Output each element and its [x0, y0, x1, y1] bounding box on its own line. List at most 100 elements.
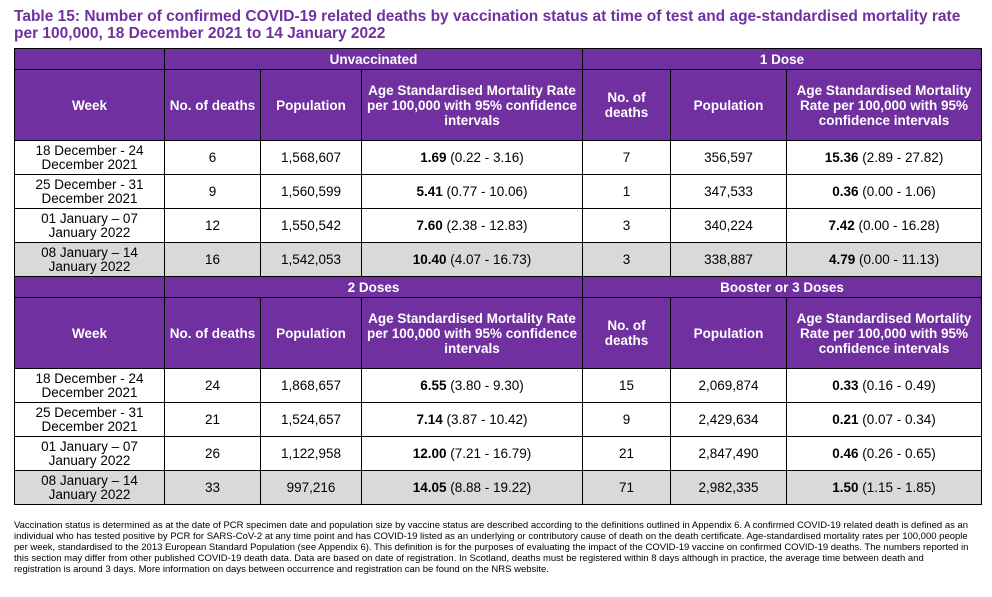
table-row: 25 December - 31 December 2021 21 1,524,65… — [14, 402, 983, 437]
rate-ci: (3.87 - 10.42) — [446, 411, 528, 427]
group-header-row: Unvaccinated 1 Dose — [14, 48, 983, 70]
rate-cell: 0.21 (0.07 - 0.34) — [785, 402, 983, 437]
group-spacer — [14, 276, 165, 298]
rate-cell: 12.00 (7.21 - 16.79) — [361, 436, 583, 471]
population-cell: 338,887 — [670, 242, 787, 277]
population-cell: 997,216 — [260, 470, 362, 505]
rate-ci: (3.80 - 9.30) — [450, 377, 524, 393]
rate-cell: 14.05 (8.88 - 19.22) — [361, 470, 583, 505]
section-top: Unvaccinated 1 Dose Week No. of deaths Popul… — [14, 48, 983, 277]
table-title: Table 15: Number of confirmed COVID-19 r… — [14, 8, 961, 42]
rate-ci: (0.00 - 16.28) — [858, 217, 940, 233]
week-cell: 01 January – 07 January 2022 — [14, 208, 165, 243]
footnote: Vaccination status is determined as at t… — [14, 520, 969, 575]
table-row: 08 January – 14 January 2022 33 997,216 14.… — [14, 470, 983, 505]
group-label-right: 1 Dose — [581, 48, 983, 70]
column-header: No. of deaths — [164, 69, 261, 141]
rate-value: 14.05 — [412, 479, 447, 495]
rate-cell: 15.36 (2.89 - 27.82) — [785, 140, 983, 175]
rate-value: 12.00 — [412, 445, 447, 461]
rate-value: 15.36 — [824, 149, 859, 165]
rate-cell: 7.42 (0.00 - 16.28) — [785, 208, 983, 243]
rate-ci: (2.38 - 12.83) — [446, 217, 528, 233]
column-header: Population — [670, 69, 787, 141]
deaths-cell: 1 — [582, 174, 671, 209]
population-cell: 2,069,874 — [670, 368, 787, 403]
deaths-cell: 7 — [582, 140, 671, 175]
column-header: Age Standardised Mortality Rate per 100,… — [785, 297, 983, 369]
week-cell: 08 January – 14 January 2022 — [14, 470, 165, 505]
population-cell: 2,982,335 — [670, 470, 787, 505]
rate-cell: 10.40 (4.07 - 16.73) — [361, 242, 583, 277]
rate-cell: 0.46 (0.26 - 0.65) — [785, 436, 983, 471]
week-cell: 08 January – 14 January 2022 — [14, 242, 165, 277]
rate-ci: (2.89 - 27.82) — [862, 149, 944, 165]
rate-ci: (1.15 - 1.85) — [862, 479, 936, 495]
population-cell: 1,550,542 — [260, 208, 362, 243]
rate-ci: (0.22 - 3.16) — [450, 149, 524, 165]
deaths-cell: 3 — [582, 208, 671, 243]
deaths-table: Unvaccinated 1 Dose Week No. of deaths Popul… — [14, 48, 983, 505]
population-cell: 2,429,634 — [670, 402, 787, 437]
deaths-cell: 3 — [582, 242, 671, 277]
table-row: 18 December - 24 December 2021 6 1,568,607… — [14, 140, 983, 175]
rate-cell: 7.14 (3.87 - 10.42) — [361, 402, 583, 437]
table-row: 08 January – 14 January 2022 16 1,542,053 1… — [14, 242, 983, 277]
group-spacer — [14, 48, 165, 70]
week-cell: 25 December - 31 December 2021 — [14, 174, 165, 209]
table-row: 01 January – 07 January 2022 26 1,122,958 1… — [14, 436, 983, 471]
column-header-row: Week No. of deaths Population Age Standardi… — [14, 297, 983, 369]
rate-value: 0.21 — [832, 411, 859, 427]
column-header: Age Standardised Mortality Rate per 100,… — [361, 69, 583, 141]
rate-ci: (0.16 - 0.49) — [862, 377, 936, 393]
column-header: No. of deaths — [164, 297, 261, 369]
table-row: 18 December - 24 December 2021 24 1,868,65… — [14, 368, 983, 403]
table-row: 25 December - 31 December 2021 9 1,560,599… — [14, 174, 983, 209]
deaths-cell: 12 — [164, 208, 261, 243]
week-cell: 18 December - 24 December 2021 — [14, 368, 165, 403]
week-cell: 01 January – 07 January 2022 — [14, 436, 165, 471]
rate-cell: 4.79 (0.00 - 11.13) — [785, 242, 983, 277]
week-cell: 18 December - 24 December 2021 — [14, 140, 165, 175]
column-header: No. of deaths — [582, 297, 671, 369]
column-header: Week — [14, 69, 165, 141]
rate-ci: (0.07 - 0.34) — [862, 411, 936, 427]
rate-value: 1.50 — [832, 479, 859, 495]
population-cell: 347,533 — [670, 174, 787, 209]
rate-value: 1.69 — [420, 149, 447, 165]
population-cell: 1,868,657 — [260, 368, 362, 403]
rate-cell: 1.69 (0.22 - 3.16) — [361, 140, 583, 175]
rate-cell: 0.36 (0.00 - 1.06) — [785, 174, 983, 209]
rate-cell: 0.33 (0.16 - 0.49) — [785, 368, 983, 403]
group-label-right: Booster or 3 Doses — [581, 276, 983, 298]
deaths-cell: 16 — [164, 242, 261, 277]
rate-value: 5.41 — [416, 183, 443, 199]
rate-value: 0.36 — [832, 183, 859, 199]
population-cell: 340,224 — [670, 208, 787, 243]
rate-value: 6.55 — [420, 377, 447, 393]
section-bottom: 2 Doses Booster or 3 Doses Week No. of deat… — [14, 276, 983, 505]
rate-cell: 7.60 (2.38 - 12.83) — [361, 208, 583, 243]
rate-cell: 5.41 (0.77 - 10.06) — [361, 174, 583, 209]
deaths-cell: 33 — [164, 470, 261, 505]
rate-value: 7.60 — [416, 217, 443, 233]
rate-ci: (8.88 - 19.22) — [450, 479, 532, 495]
rate-ci: (7.21 - 16.79) — [450, 445, 532, 461]
deaths-cell: 71 — [582, 470, 671, 505]
rate-value: 7.14 — [416, 411, 443, 427]
rate-value: 4.79 — [828, 251, 856, 267]
group-label-left: Unvaccinated — [164, 48, 583, 70]
deaths-cell: 26 — [164, 436, 261, 471]
column-header-row: Week No. of deaths Population Age Standardi… — [14, 69, 983, 141]
group-header-row: 2 Doses Booster or 3 Doses — [14, 276, 983, 298]
deaths-cell: 21 — [582, 436, 671, 471]
rate-ci: (0.00 - 11.13) — [859, 251, 940, 267]
column-header: No. of deaths — [582, 69, 671, 141]
rate-cell: 6.55 (3.80 - 9.30) — [361, 368, 583, 403]
column-header: Population — [670, 297, 787, 369]
deaths-cell: 9 — [164, 174, 261, 209]
population-cell: 1,568,607 — [260, 140, 362, 175]
deaths-cell: 15 — [582, 368, 671, 403]
rate-ci: (0.26 - 0.65) — [862, 445, 936, 461]
rate-value: 7.42 — [828, 217, 855, 233]
